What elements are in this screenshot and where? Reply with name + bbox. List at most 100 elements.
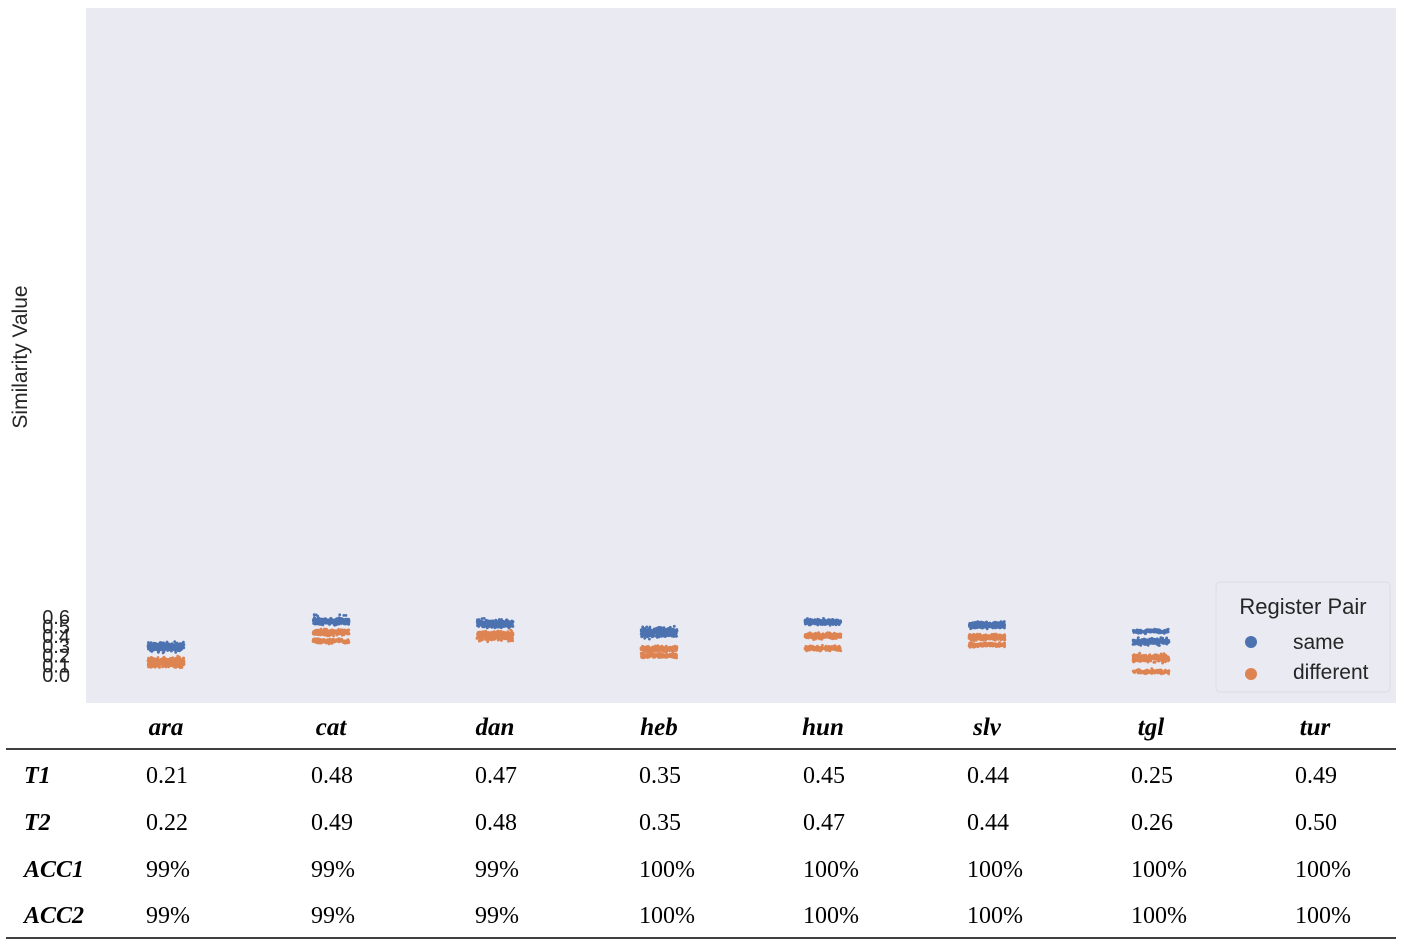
point-same-dan bbox=[484, 622, 488, 626]
point-same-hun bbox=[834, 623, 838, 627]
point-different-hun bbox=[821, 646, 825, 650]
point-same-dan bbox=[479, 621, 483, 625]
point-different-slv bbox=[976, 633, 980, 637]
point-different-tgl bbox=[1153, 660, 1156, 664]
point-same-ara bbox=[182, 640, 185, 644]
point-same-ara bbox=[162, 650, 166, 653]
point-same-ara bbox=[179, 643, 183, 647]
point-same-tgl bbox=[1131, 638, 1135, 642]
point-different-tgl bbox=[1132, 660, 1135, 664]
point-same-heb bbox=[675, 629, 678, 633]
point-same-tgl bbox=[1145, 628, 1149, 631]
point-same-dan bbox=[480, 617, 484, 620]
point-different-heb bbox=[640, 648, 644, 652]
point-same-heb bbox=[667, 633, 671, 636]
point-same-hun bbox=[821, 621, 824, 624]
point-same-cat bbox=[333, 619, 336, 623]
point-different-ara bbox=[177, 662, 181, 666]
point-same-heb bbox=[654, 634, 658, 638]
point-different-dan bbox=[500, 639, 503, 642]
point-different-hun bbox=[814, 647, 818, 651]
point-different-tgl bbox=[1137, 659, 1141, 662]
point-different-ara bbox=[164, 663, 168, 667]
point-same-hun bbox=[816, 617, 820, 621]
point-different-slv bbox=[992, 644, 996, 647]
point-same-ara bbox=[154, 647, 158, 651]
point-different-hun bbox=[824, 644, 828, 648]
point-different-ara bbox=[154, 661, 158, 665]
point-different-dan bbox=[492, 635, 496, 639]
point-same-tgl bbox=[1165, 641, 1169, 645]
point-same-hun bbox=[817, 620, 821, 624]
point-different-ara bbox=[147, 660, 151, 663]
point-different-heb bbox=[643, 654, 647, 658]
point-different-cat bbox=[316, 633, 319, 636]
point-different-slv bbox=[976, 645, 980, 649]
point-different-dan bbox=[492, 638, 496, 641]
point-same-dan bbox=[504, 619, 508, 622]
point-same-tgl bbox=[1143, 630, 1147, 633]
point-different-slv bbox=[995, 645, 998, 648]
point-different-slv bbox=[986, 644, 990, 647]
point-same-heb bbox=[661, 633, 665, 637]
point-different-hun bbox=[816, 645, 820, 649]
point-different-ara bbox=[180, 662, 184, 666]
point-same-slv bbox=[1000, 624, 1004, 628]
point-same-hun bbox=[812, 619, 816, 623]
point-same-dan bbox=[482, 624, 486, 628]
point-same-tgl bbox=[1158, 644, 1161, 647]
point-same-hun bbox=[806, 620, 810, 624]
point-same-cat bbox=[323, 617, 327, 621]
point-same-cat bbox=[316, 614, 320, 618]
point-same-hun bbox=[824, 619, 828, 623]
point-different-cat bbox=[334, 630, 338, 633]
point-same-tgl bbox=[1148, 639, 1151, 642]
point-different-cat bbox=[331, 631, 335, 635]
point-same-cat bbox=[312, 613, 316, 617]
point-different-slv bbox=[1002, 635, 1006, 639]
point-different-heb bbox=[660, 655, 664, 658]
point-same-heb bbox=[640, 633, 644, 637]
point-same-heb bbox=[645, 625, 649, 629]
point-different-dan bbox=[486, 631, 490, 634]
point-different-dan bbox=[497, 630, 500, 634]
point-same-slv bbox=[994, 626, 997, 630]
point-same-slv bbox=[998, 622, 1002, 626]
point-same-ara bbox=[148, 648, 152, 651]
point-different-heb bbox=[646, 649, 649, 653]
point-different-dan bbox=[478, 630, 482, 634]
point-same-ara bbox=[159, 644, 163, 648]
point-same-tgl bbox=[1151, 629, 1154, 633]
point-different-dan bbox=[481, 638, 484, 642]
point-same-cat bbox=[342, 622, 346, 626]
point-different-ara bbox=[175, 660, 179, 663]
point-different-cat bbox=[325, 629, 328, 633]
point-different-ara bbox=[159, 662, 163, 665]
point-same-heb bbox=[664, 629, 667, 633]
point-same-slv bbox=[968, 621, 972, 625]
point-different-slv bbox=[1001, 643, 1005, 647]
point-different-hun bbox=[809, 645, 813, 649]
point-same-heb bbox=[648, 637, 651, 641]
point-different-hun bbox=[815, 634, 819, 637]
point-different-tgl bbox=[1150, 655, 1154, 659]
point-different-slv bbox=[977, 637, 980, 641]
point-same-hun bbox=[803, 618, 807, 622]
point-different-cat bbox=[328, 631, 332, 634]
point-different-hun bbox=[818, 648, 822, 651]
point-different-ara bbox=[164, 660, 168, 664]
point-different-heb bbox=[646, 646, 649, 650]
point-same-cat bbox=[321, 623, 325, 627]
point-same-ara bbox=[170, 647, 174, 650]
point-same-tgl bbox=[1165, 630, 1169, 634]
point-different-cat bbox=[345, 641, 349, 644]
point-different-ara bbox=[156, 656, 160, 659]
point-same-slv bbox=[974, 622, 977, 626]
point-same-cat bbox=[344, 614, 348, 617]
point-different-heb bbox=[664, 654, 668, 657]
point-different-hun bbox=[812, 648, 815, 652]
point-same-heb bbox=[660, 628, 663, 632]
point-different-heb bbox=[672, 647, 676, 650]
point-same-tgl bbox=[1164, 637, 1168, 641]
point-same-slv bbox=[995, 621, 999, 625]
